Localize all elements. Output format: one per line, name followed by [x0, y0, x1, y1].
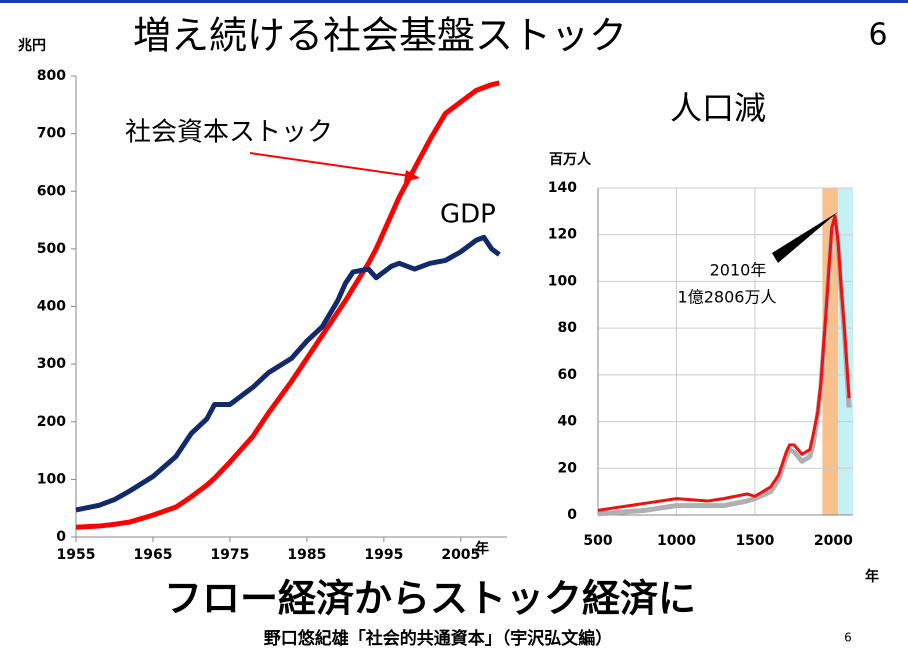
y-tick-label: 40 [558, 414, 578, 430]
y-tick-label: 200 [37, 414, 66, 430]
annotations [249, 152, 838, 263]
series-line [75, 234, 501, 513]
x-tick-label: 1985 [287, 547, 326, 563]
x-tick-label: 1965 [133, 547, 172, 563]
x-tick-label: 1975 [210, 547, 249, 563]
y-tick-label: 140 [548, 180, 577, 196]
y-tick-label: 0 [56, 529, 66, 545]
x-tick-label: 2000 [814, 533, 853, 549]
subtitle: フロー経済からストック経済に [164, 577, 696, 621]
y-tick-label: 80 [558, 320, 578, 336]
y-tick-label: 20 [558, 460, 578, 476]
annotation: 2010年 [710, 261, 767, 280]
footer-page: 6 [844, 631, 852, 645]
y-tick-label: 600 [37, 183, 66, 199]
slide-title: 増え続ける社会基盤ストック [133, 14, 627, 58]
arrow-head [404, 170, 420, 182]
x-tick-label: 1995 [364, 547, 403, 563]
series-line [75, 80, 500, 530]
chart-title: 人口減 [670, 89, 766, 127]
y-tick-label: 100 [548, 273, 577, 289]
y-tick-label: 100 [37, 471, 66, 487]
y-tick-label: 120 [548, 227, 577, 243]
x-tick-label: 1000 [657, 533, 696, 549]
y-unit: 兆円 [18, 38, 46, 54]
x-tick-label: 500 [583, 533, 612, 549]
source: 野口悠紀雄「社会的共通資本」（宇沢弘文編） [264, 628, 613, 649]
y-tick-label: 0 [567, 507, 577, 523]
x-unit: 年 [865, 568, 879, 585]
arrow-line [249, 152, 411, 177]
x-tick-label: 2005 [441, 547, 480, 563]
series-label: GDP [440, 200, 496, 230]
y-tick-label: 800 [37, 68, 66, 84]
y-tick-label: 500 [37, 241, 66, 257]
x-tick-label: 1955 [57, 547, 96, 563]
x-tick-label: 1500 [735, 533, 774, 549]
pointer-wedge [772, 212, 838, 263]
annotation: 1億2806万人 [678, 288, 777, 307]
page-number: 6 [868, 18, 887, 53]
y-tick-label: 400 [37, 299, 66, 315]
y-tick-label: 300 [37, 356, 66, 372]
top-bar [0, 0, 908, 3]
y-tick-label: 60 [558, 367, 578, 383]
x-unit: 年 [475, 540, 489, 557]
y-tick-label: 700 [37, 126, 66, 142]
series-label: 社会資本ストック [125, 118, 333, 148]
band [822, 188, 839, 515]
y-unit: 百万人 [549, 151, 592, 168]
series-line [597, 214, 851, 512]
